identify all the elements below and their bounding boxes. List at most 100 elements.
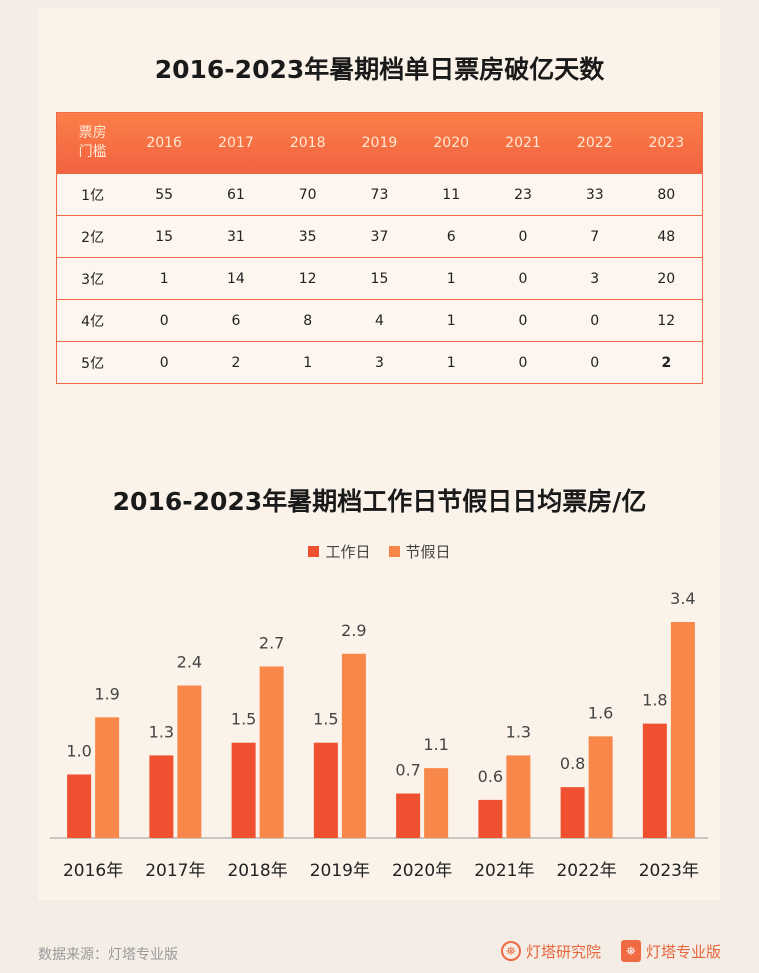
row-label: 2亿 — [81, 229, 105, 246]
corner-line-1: 票房 — [78, 125, 107, 141]
data-label: 0.6 — [478, 767, 503, 786]
x-tick-label: 2023年 — [639, 861, 699, 881]
data-label: 1.6 — [588, 703, 613, 722]
data-label: 1.3 — [149, 722, 174, 741]
data-label: 1.3 — [506, 722, 531, 741]
table-cell: 23 — [514, 186, 532, 203]
bar-holiday — [177, 685, 202, 838]
table-cell: 2 — [231, 354, 241, 371]
data-source: 数据来源：灯塔专业版 — [38, 947, 178, 963]
table-cell: 1 — [446, 312, 456, 329]
table-cell: 12 — [298, 270, 317, 287]
year-header: 2023 — [648, 134, 685, 151]
chart-legend: 工作日 节假日 — [0, 541, 759, 562]
bar-workday — [396, 793, 421, 838]
data-label: 1.0 — [66, 741, 91, 760]
table-cell: 2 — [661, 354, 672, 371]
corner-line-2: 门槛 — [78, 144, 107, 160]
table-cell: 48 — [657, 228, 676, 245]
year-header: 2021 — [505, 134, 541, 151]
bar-workday — [67, 774, 92, 838]
table-cell: 8 — [303, 312, 313, 329]
table-cell: 11 — [442, 186, 461, 203]
legend-swatch — [388, 546, 400, 557]
data-label: 1.1 — [423, 735, 448, 754]
table-cell: 0 — [159, 354, 169, 371]
year-header: 2016 — [146, 134, 182, 151]
bar-holiday — [259, 666, 284, 838]
table-cell: 15 — [155, 228, 174, 245]
table-cell: 80 — [657, 186, 676, 203]
table-cell: 6 — [446, 228, 456, 245]
table-cell: 12 — [657, 312, 676, 329]
bar-workday — [149, 755, 174, 838]
legend-label: 工作日 — [325, 543, 371, 561]
table-row: 4亿 0 6 8 4 1 0 0 12 — [56, 299, 703, 342]
bar-workday — [478, 799, 503, 838]
table-title: 2016-2023年暑期档单日票房破亿天数 — [154, 55, 605, 84]
table-cell: 0 — [518, 270, 528, 287]
year-header: 2017 — [218, 134, 254, 151]
table-cell: 1 — [303, 354, 313, 371]
x-tick-label: 2020年 — [392, 861, 452, 881]
table-cell: 0 — [590, 354, 600, 371]
bar-holiday — [424, 768, 449, 838]
data-label: 2.4 — [177, 653, 202, 672]
table-cell: 70 — [298, 186, 317, 203]
table-cell: 1 — [446, 270, 456, 287]
table-cell: 33 — [585, 186, 604, 203]
bar-holiday — [341, 653, 366, 838]
row-label: 4亿 — [81, 313, 105, 330]
table-cell: 37 — [370, 228, 389, 245]
data-label: 2.7 — [259, 633, 284, 652]
bar-holiday — [95, 717, 120, 838]
x-tick-label: 2021年 — [474, 861, 534, 881]
table-cell: 7 — [590, 228, 600, 245]
x-tick-label: 2022年 — [556, 861, 616, 881]
x-tick-label: 2018年 — [227, 861, 287, 881]
table-cell: 35 — [298, 228, 317, 245]
table-header-row: 票房 门槛 2016 2017 2018 2019 2020 2021 2022… — [56, 112, 703, 174]
brand-research: ⛯ 灯塔研究院 — [500, 940, 601, 962]
bar-workday — [231, 742, 256, 838]
row-label: 5亿 — [81, 355, 105, 372]
legend-item-holiday: 节假日 — [388, 541, 451, 562]
bar-holiday — [588, 736, 613, 838]
brand-pro: ⛯ 灯塔专业版 — [620, 940, 721, 962]
table-row: 5亿 0 2 1 3 1 0 0 2 — [56, 341, 703, 384]
table-cell: 0 — [518, 228, 528, 245]
row-label: 1亿 — [81, 187, 105, 204]
bar-workday — [313, 742, 338, 838]
legend-label: 节假日 — [405, 543, 451, 561]
lighthouse-box-icon: ⛯ — [620, 940, 641, 962]
lighthouse-icon: ⛯ — [500, 941, 521, 961]
data-label: 1.9 — [94, 684, 119, 703]
table-cell: 20 — [657, 270, 676, 287]
x-tick-label: 2017年 — [145, 861, 205, 881]
data-label: 1.5 — [231, 710, 256, 729]
table-cell: 4 — [374, 312, 384, 329]
legend-swatch — [308, 546, 320, 557]
table-cell: 0 — [590, 312, 600, 329]
year-header: 2018 — [289, 134, 326, 151]
footer-brands: ⛯ 灯塔研究院 ⛯ 灯塔专业版 — [500, 940, 721, 962]
data-label: 3.4 — [670, 589, 695, 608]
data-label: 2.9 — [341, 621, 366, 640]
table-cell: 0 — [159, 312, 169, 329]
table-cell: 61 — [227, 186, 245, 203]
brand-pro-label: 灯塔专业版 — [645, 942, 721, 961]
bar-holiday — [670, 622, 695, 838]
table-cell: 1 — [446, 354, 456, 371]
table-cell: 55 — [155, 186, 174, 203]
table-cell: 73 — [370, 186, 389, 203]
table-cell: 31 — [227, 228, 245, 245]
table-row: 2亿 15 31 35 37 6 0 7 48 — [56, 215, 703, 258]
data-label: 1.5 — [313, 710, 338, 729]
chart-title: 2016-2023年暑期档工作日节假日日均票房/亿 — [112, 487, 647, 516]
x-tick-label: 2019年 — [310, 861, 370, 881]
table-cell: 0 — [518, 354, 528, 371]
table-row: 3亿 1 14 12 15 1 0 3 20 — [56, 257, 703, 300]
table-cell: 0 — [518, 312, 528, 329]
row-label: 3亿 — [81, 271, 105, 288]
